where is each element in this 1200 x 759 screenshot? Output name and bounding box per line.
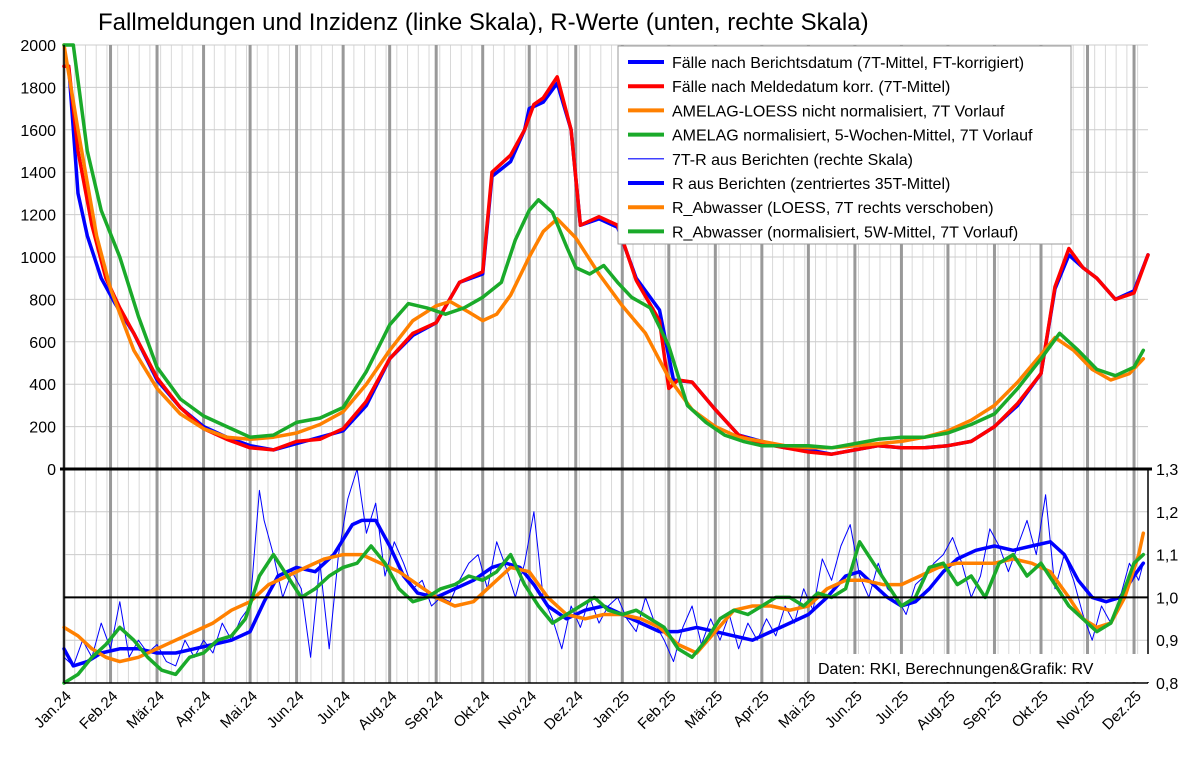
- x-tick-label: Jun.25: [822, 688, 866, 732]
- series-line-4: [62, 43, 1146, 450]
- x-tick-label: Aug.24: [355, 688, 401, 734]
- legend-label: R aus Berichten (zentriertes 35T-Mittel): [672, 176, 950, 193]
- x-tick-label: Feb.25: [635, 688, 680, 733]
- x-tick-label: Aug.25: [913, 688, 959, 734]
- axes: [60, 45, 1152, 684]
- left-tick-label: 1200: [20, 208, 56, 225]
- x-tick-label: Dez.24: [541, 688, 587, 734]
- x-tick-label: Okt.25: [1009, 688, 1052, 731]
- x-tick-label: Mär.24: [123, 688, 167, 732]
- x-tick-label: Mai.24: [217, 688, 261, 732]
- left-tick-label: 2000: [20, 38, 56, 55]
- x-tick-label: Sep.25: [960, 688, 1006, 734]
- legend-label: R_Abwasser (normalisiert, 5W-Mittel, 7T …: [672, 224, 1018, 241]
- x-tick-label: Apr.24: [172, 688, 215, 731]
- x-tick-label: Jun.24: [264, 688, 308, 732]
- left-tick-label: 400: [29, 377, 56, 394]
- x-tick-label: Feb.24: [76, 688, 121, 733]
- chart-title: Fallmeldungen und Inzidenz (linke Skala)…: [98, 9, 869, 36]
- left-tick-label: 1800: [20, 80, 56, 97]
- right-tick-label: 1,1: [1156, 548, 1178, 565]
- left-tick-label: 600: [29, 335, 56, 352]
- right-tick-label: 0,9: [1156, 633, 1178, 650]
- right-tick-label: 1,3: [1156, 462, 1178, 479]
- left-tick-label: 0: [47, 462, 56, 479]
- legend: Fälle nach Berichtsdatum (7T-Mittel, FT-…: [617, 45, 1072, 245]
- right-tick-label: 0,8: [1156, 676, 1178, 693]
- x-tick-label: Okt.24: [450, 688, 493, 731]
- x-tick-label: Jan.25: [589, 688, 633, 732]
- x-tick-label: Nov.25: [1054, 688, 1099, 733]
- source-note-bg: [812, 654, 1150, 682]
- legend-label: R_Abwasser (LOESS, 7T rechts verschoben): [672, 200, 994, 217]
- x-tick-label: Nov.24: [495, 688, 540, 733]
- x-tick-label: Mär.25: [682, 688, 726, 732]
- left-tick-label: 200: [29, 420, 56, 437]
- x-tick-label: Apr.25: [730, 688, 773, 731]
- x-tick-label: Dez.25: [1099, 688, 1145, 734]
- left-tick-label: 800: [29, 292, 56, 309]
- source-note: Daten: RKI, Berechnungen&Grafik: RV: [812, 654, 1150, 682]
- right-tick-label: 1,0: [1156, 590, 1178, 607]
- x-tick-label: Jul.25: [872, 688, 912, 728]
- legend-label: AMELAG-LOESS nicht normalisiert, 7T Vorl…: [672, 103, 1005, 120]
- series-layer: [62, 43, 1150, 685]
- series-line-7: [62, 531, 1146, 664]
- x-tick-label: Jan.24: [31, 688, 75, 732]
- left-tick-label: 1400: [20, 165, 56, 182]
- series-line-8: [62, 540, 1146, 685]
- grid: [62, 44, 1148, 684]
- x-tick-label: Mai.25: [775, 688, 819, 732]
- series-line-3: [62, 43, 1146, 450]
- legend-label: 7T-R aus Berichten (rechte Skala): [672, 152, 913, 169]
- left-tick-label: 1600: [20, 123, 56, 140]
- left-tick-label: 1000: [20, 250, 56, 267]
- right-tick-label: 1,2: [1156, 505, 1178, 522]
- legend-label: AMELAG normalisiert, 5-Wochen-Mittel, 7T…: [672, 128, 1033, 145]
- legend-label: Fälle nach Berichtsdatum (7T-Mittel, FT-…: [672, 55, 1024, 72]
- x-tick-label: Sep.24: [401, 688, 447, 734]
- x-tick-label: Jul.24: [314, 688, 354, 728]
- legend-box: [617, 45, 1072, 245]
- legend-label: Fälle nach Meldedatum korr. (7T-Mittel): [672, 79, 950, 96]
- source-note-text: Daten: RKI, Berechnungen&Grafik: RV: [818, 661, 1094, 678]
